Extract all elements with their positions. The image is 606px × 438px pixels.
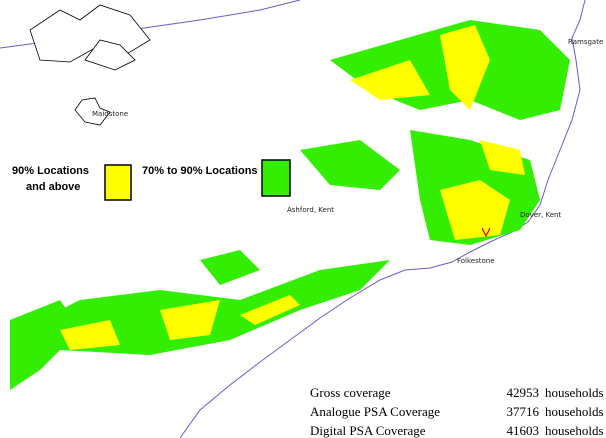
place-label: Maidstone xyxy=(92,110,128,118)
coverage-unit: households xyxy=(545,404,604,419)
place-label: Folkestone xyxy=(457,257,495,265)
legend-swatch xyxy=(261,159,291,197)
coverage-label: Digital PSA Coverage xyxy=(310,423,426,438)
legend-label: 70% to 90% Locations xyxy=(142,165,258,177)
coverage-value: 42953 xyxy=(507,385,540,400)
legend-swatch xyxy=(104,164,132,201)
place-label: Ramsgate xyxy=(568,38,603,46)
legend-label: and above xyxy=(26,181,80,193)
island xyxy=(84,39,136,71)
coverage-label: Analogue PSA Coverage xyxy=(310,404,440,419)
coverage-unit: households xyxy=(545,385,604,400)
coverage-90-plus xyxy=(60,25,525,350)
legend-label: 90% Locations xyxy=(12,165,89,177)
coastline xyxy=(179,0,586,438)
site-marker xyxy=(481,227,491,238)
town-outline xyxy=(74,97,111,126)
coverage-label: Gross coverage xyxy=(310,385,391,400)
place-label: Ashford, Kent xyxy=(287,206,334,214)
place-label: Dover, Kent xyxy=(520,211,561,219)
coverage-table: Gross coverage 42953 households Analogue PS… xyxy=(310,385,604,438)
coverage-unit: households xyxy=(545,423,604,438)
coverage-value: 37716 xyxy=(507,404,540,419)
coverage-value: 41603 xyxy=(507,423,540,438)
